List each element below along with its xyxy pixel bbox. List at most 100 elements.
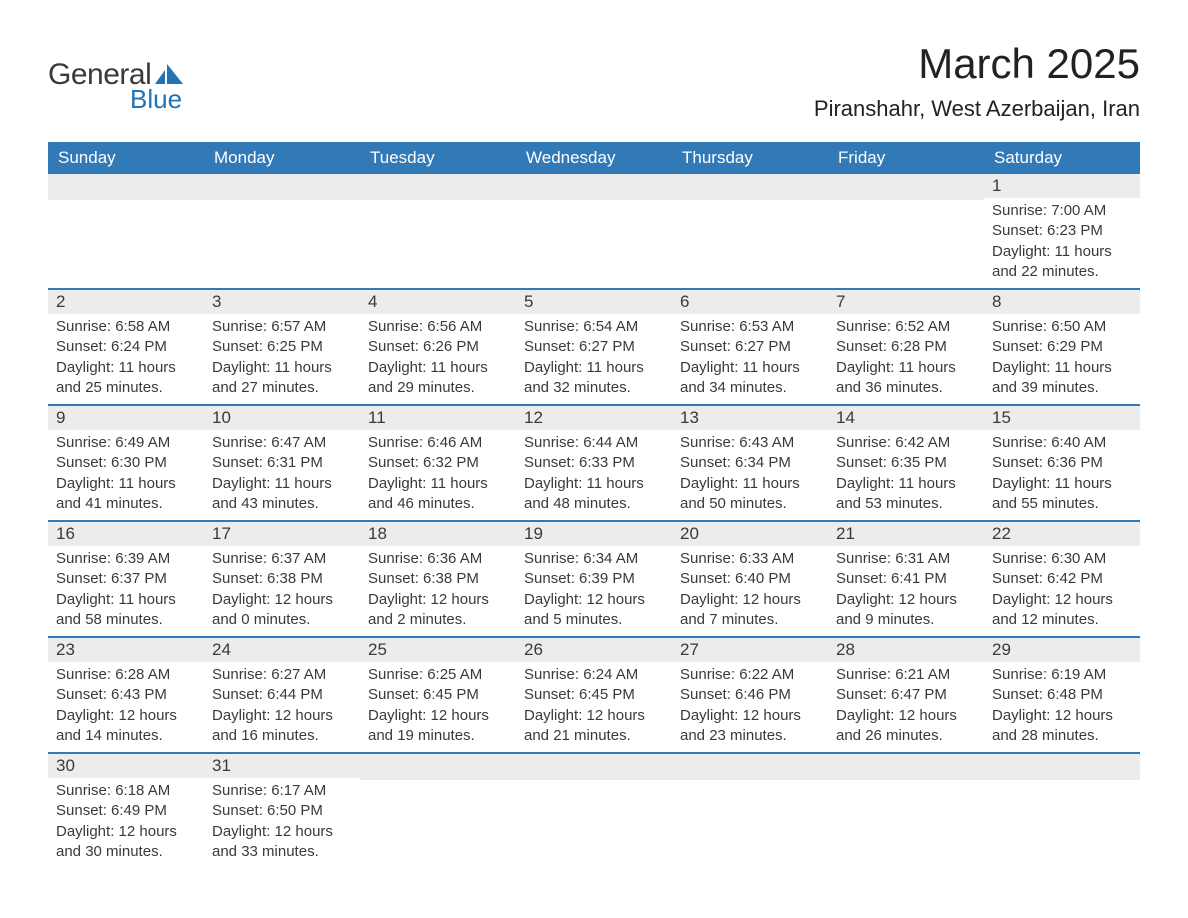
day-details: Sunrise: 6:36 AMSunset: 6:38 PMDaylight:… (360, 546, 516, 636)
sunset-line: Sunset: 6:38 PM (212, 569, 352, 589)
daylight-line-2: and 41 minutes. (56, 494, 196, 514)
sunset-line: Sunset: 6:26 PM (368, 337, 508, 357)
daylight-line-1: Daylight: 12 hours (368, 706, 508, 726)
calendar-day-cell (828, 174, 984, 288)
calendar-day-cell: 1Sunrise: 7:00 AMSunset: 6:23 PMDaylight… (984, 174, 1140, 288)
calendar-header-cell: Sunday (48, 142, 204, 174)
sunrise-line: Sunrise: 6:34 AM (524, 549, 664, 569)
day-details: Sunrise: 6:34 AMSunset: 6:39 PMDaylight:… (516, 546, 672, 636)
daylight-line-2: and 26 minutes. (836, 726, 976, 746)
day-details: Sunrise: 6:22 AMSunset: 6:46 PMDaylight:… (672, 662, 828, 752)
calendar-day-cell: 18Sunrise: 6:36 AMSunset: 6:38 PMDayligh… (360, 522, 516, 636)
calendar-day-cell: 16Sunrise: 6:39 AMSunset: 6:37 PMDayligh… (48, 522, 204, 636)
title-block: March 2025 Piranshahr, West Azerbaijan, … (814, 40, 1140, 122)
day-details: Sunrise: 6:24 AMSunset: 6:45 PMDaylight:… (516, 662, 672, 752)
calendar-day-cell: 13Sunrise: 6:43 AMSunset: 6:34 PMDayligh… (672, 406, 828, 520)
calendar-day-cell: 10Sunrise: 6:47 AMSunset: 6:31 PMDayligh… (204, 406, 360, 520)
sunset-line: Sunset: 6:29 PM (992, 337, 1132, 357)
calendar-header-cell: Tuesday (360, 142, 516, 174)
sunrise-line: Sunrise: 6:50 AM (992, 317, 1132, 337)
daylight-line-2: and 55 minutes. (992, 494, 1132, 514)
sunset-line: Sunset: 6:30 PM (56, 453, 196, 473)
day-number: 11 (360, 406, 516, 430)
daylight-line-2: and 32 minutes. (524, 378, 664, 398)
daylight-line-2: and 21 minutes. (524, 726, 664, 746)
day-number: 2 (48, 290, 204, 314)
daylight-line-2: and 5 minutes. (524, 610, 664, 630)
sunset-line: Sunset: 6:27 PM (524, 337, 664, 357)
day-details: Sunrise: 6:53 AMSunset: 6:27 PMDaylight:… (672, 314, 828, 404)
calendar-day-cell (984, 754, 1140, 868)
day-number: 7 (828, 290, 984, 314)
daylight-line-2: and 0 minutes. (212, 610, 352, 630)
sunset-line: Sunset: 6:27 PM (680, 337, 820, 357)
sunset-line: Sunset: 6:25 PM (212, 337, 352, 357)
daylight-line-1: Daylight: 12 hours (992, 590, 1132, 610)
day-details: Sunrise: 6:17 AMSunset: 6:50 PMDaylight:… (204, 778, 360, 868)
sunrise-line: Sunrise: 6:37 AM (212, 549, 352, 569)
sunrise-line: Sunrise: 6:58 AM (56, 317, 196, 337)
day-details: Sunrise: 6:21 AMSunset: 6:47 PMDaylight:… (828, 662, 984, 752)
day-details: Sunrise: 6:19 AMSunset: 6:48 PMDaylight:… (984, 662, 1140, 752)
daylight-line-1: Daylight: 11 hours (836, 474, 976, 494)
calendar-day-cell: 31Sunrise: 6:17 AMSunset: 6:50 PMDayligh… (204, 754, 360, 868)
sunset-line: Sunset: 6:45 PM (368, 685, 508, 705)
daylight-line-2: and 39 minutes. (992, 378, 1132, 398)
daylight-line-1: Daylight: 12 hours (992, 706, 1132, 726)
calendar-day-cell: 7Sunrise: 6:52 AMSunset: 6:28 PMDaylight… (828, 290, 984, 404)
sunrise-line: Sunrise: 6:21 AM (836, 665, 976, 685)
day-number: 14 (828, 406, 984, 430)
sunset-line: Sunset: 6:41 PM (836, 569, 976, 589)
sunset-line: Sunset: 6:49 PM (56, 801, 196, 821)
day-details: Sunrise: 6:44 AMSunset: 6:33 PMDaylight:… (516, 430, 672, 520)
daylight-line-2: and 7 minutes. (680, 610, 820, 630)
calendar-day-cell (48, 174, 204, 288)
day-details: Sunrise: 6:46 AMSunset: 6:32 PMDaylight:… (360, 430, 516, 520)
calendar-day-cell (672, 174, 828, 288)
daylight-line-1: Daylight: 11 hours (524, 474, 664, 494)
calendar-day-cell: 5Sunrise: 6:54 AMSunset: 6:27 PMDaylight… (516, 290, 672, 404)
sunrise-line: Sunrise: 6:53 AM (680, 317, 820, 337)
calendar-week-row: 2Sunrise: 6:58 AMSunset: 6:24 PMDaylight… (48, 290, 1140, 406)
day-details: Sunrise: 6:33 AMSunset: 6:40 PMDaylight:… (672, 546, 828, 636)
calendar-day-cell: 20Sunrise: 6:33 AMSunset: 6:40 PMDayligh… (672, 522, 828, 636)
daylight-line-1: Daylight: 12 hours (680, 706, 820, 726)
day-number (360, 754, 516, 780)
day-number: 10 (204, 406, 360, 430)
page-title: March 2025 (814, 40, 1140, 88)
calendar-body: 1Sunrise: 7:00 AMSunset: 6:23 PMDaylight… (48, 174, 1140, 868)
day-number: 5 (516, 290, 672, 314)
daylight-line-2: and 22 minutes. (992, 262, 1132, 282)
sunset-line: Sunset: 6:28 PM (836, 337, 976, 357)
calendar-day-cell (828, 754, 984, 868)
calendar-day-cell: 21Sunrise: 6:31 AMSunset: 6:41 PMDayligh… (828, 522, 984, 636)
sunrise-line: Sunrise: 6:43 AM (680, 433, 820, 453)
daylight-line-1: Daylight: 11 hours (680, 474, 820, 494)
sunrise-line: Sunrise: 6:31 AM (836, 549, 976, 569)
calendar-day-cell: 22Sunrise: 6:30 AMSunset: 6:42 PMDayligh… (984, 522, 1140, 636)
day-number: 21 (828, 522, 984, 546)
sunset-line: Sunset: 6:31 PM (212, 453, 352, 473)
calendar-day-cell: 6Sunrise: 6:53 AMSunset: 6:27 PMDaylight… (672, 290, 828, 404)
calendar-day-cell: 14Sunrise: 6:42 AMSunset: 6:35 PMDayligh… (828, 406, 984, 520)
sunset-line: Sunset: 6:35 PM (836, 453, 976, 473)
calendar-week-row: 16Sunrise: 6:39 AMSunset: 6:37 PMDayligh… (48, 522, 1140, 638)
day-number: 22 (984, 522, 1140, 546)
sunrise-line: Sunrise: 6:56 AM (368, 317, 508, 337)
sunrise-line: Sunrise: 6:47 AM (212, 433, 352, 453)
sunrise-line: Sunrise: 6:17 AM (212, 781, 352, 801)
day-number: 4 (360, 290, 516, 314)
day-details: Sunrise: 6:50 AMSunset: 6:29 PMDaylight:… (984, 314, 1140, 404)
day-number: 3 (204, 290, 360, 314)
day-details (516, 200, 672, 209)
daylight-line-1: Daylight: 12 hours (212, 590, 352, 610)
daylight-line-1: Daylight: 12 hours (212, 822, 352, 842)
day-details (204, 200, 360, 209)
day-details: Sunrise: 6:40 AMSunset: 6:36 PMDaylight:… (984, 430, 1140, 520)
day-number: 23 (48, 638, 204, 662)
day-number: 16 (48, 522, 204, 546)
day-number (828, 174, 984, 200)
day-details: Sunrise: 6:52 AMSunset: 6:28 PMDaylight:… (828, 314, 984, 404)
daylight-line-1: Daylight: 12 hours (680, 590, 820, 610)
daylight-line-1: Daylight: 12 hours (836, 706, 976, 726)
